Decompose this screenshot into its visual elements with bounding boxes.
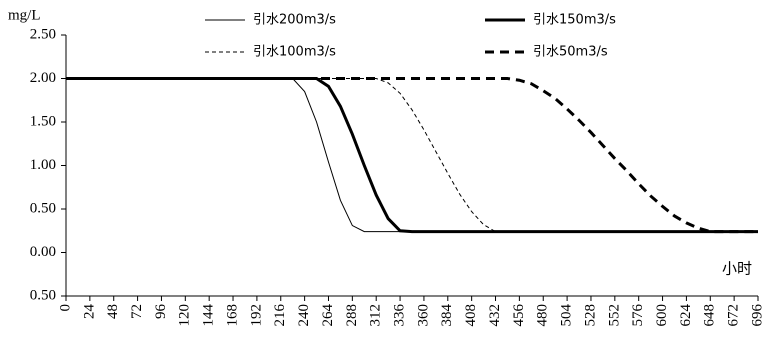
x-tick-label: 432 bbox=[487, 304, 503, 327]
series-line bbox=[66, 77, 758, 234]
series-line bbox=[66, 78, 758, 233]
x-tick-label: 336 bbox=[392, 304, 408, 327]
x-tick-label: 624 bbox=[678, 304, 694, 327]
x-tick-label: 48 bbox=[105, 304, 121, 319]
x-tick-label: 312 bbox=[368, 304, 384, 327]
y-tick-label: 2.00 bbox=[30, 70, 56, 86]
x-tick-label: 72 bbox=[129, 304, 145, 319]
x-tick-label: 408 bbox=[463, 304, 479, 327]
x-tick-label: 576 bbox=[630, 304, 646, 327]
legend-label: 引水50m3/s bbox=[533, 45, 608, 60]
series-line bbox=[66, 78, 758, 233]
y-tick-label: 0.50 bbox=[30, 200, 56, 216]
x-tick-label: 288 bbox=[344, 304, 360, 327]
y-tick-label: 0.50 bbox=[30, 287, 56, 303]
x-tick-label: 672 bbox=[726, 304, 742, 327]
legend-label: 引水100m3/s bbox=[253, 45, 336, 60]
x-tick-label: 144 bbox=[201, 304, 217, 327]
x-tick-label: 96 bbox=[153, 304, 169, 320]
legend-label: 引水150m3/s bbox=[533, 13, 616, 28]
x-tick-label: 528 bbox=[582, 304, 598, 327]
x-tick-label: 480 bbox=[535, 304, 551, 327]
x-tick-label: 192 bbox=[248, 304, 264, 327]
x-tick-label: 552 bbox=[606, 304, 622, 327]
x-tick-label: 216 bbox=[272, 304, 288, 327]
x-tick-label: 600 bbox=[654, 304, 670, 327]
x-tick-label: 456 bbox=[511, 304, 527, 327]
x-tick-label: 240 bbox=[296, 304, 312, 327]
x-tick-label: 648 bbox=[702, 304, 718, 327]
y-tick-label: 1.50 bbox=[30, 113, 56, 129]
legend-label: 引水200m3/s bbox=[253, 13, 336, 28]
y-tick-label: 1.00 bbox=[30, 157, 56, 173]
x-tick-label: 504 bbox=[559, 304, 575, 327]
x-tick-label: 168 bbox=[224, 304, 240, 327]
y-tick-label: 0.00 bbox=[30, 244, 56, 260]
y-tick-label: 2.50 bbox=[30, 26, 56, 42]
x-tick-label: 264 bbox=[320, 304, 336, 327]
x-axis-label: 小时 bbox=[722, 260, 752, 277]
x-tick-label: 0 bbox=[57, 304, 73, 312]
series-line bbox=[66, 77, 758, 234]
x-tick-label: 120 bbox=[177, 304, 193, 327]
x-tick-label: 384 bbox=[439, 304, 455, 327]
x-tick-label: 360 bbox=[415, 304, 431, 327]
x-tick-label: 24 bbox=[81, 304, 97, 320]
y-axis-label: mg/L bbox=[8, 7, 41, 23]
x-tick-label: 696 bbox=[749, 304, 765, 327]
